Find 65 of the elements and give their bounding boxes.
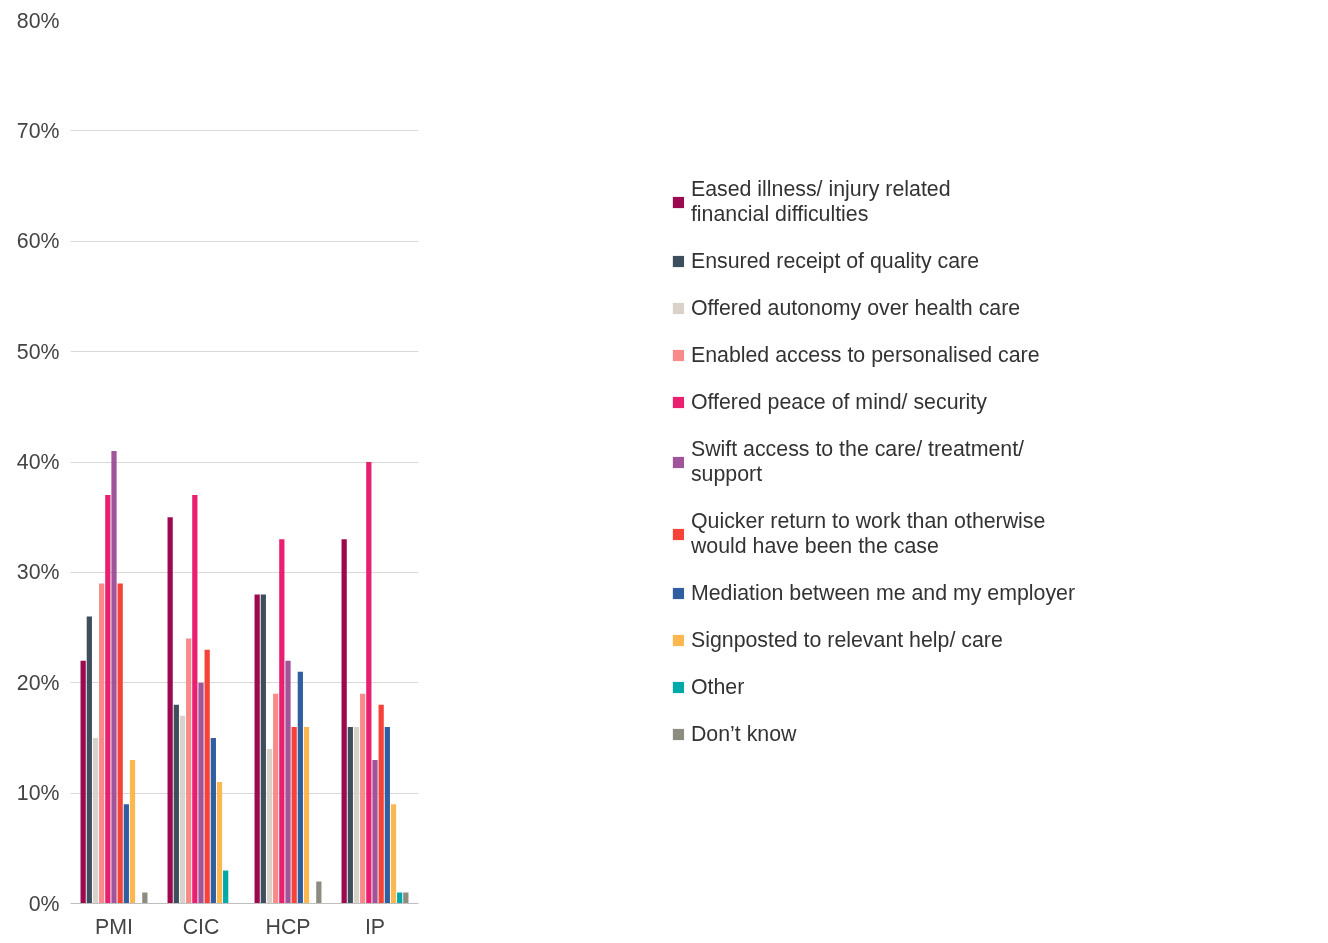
bar bbox=[353, 726, 360, 904]
bar bbox=[341, 539, 347, 904]
bar bbox=[273, 693, 279, 904]
bar bbox=[285, 660, 291, 904]
x-tick-label: CIC bbox=[182, 914, 220, 939]
bar bbox=[216, 782, 223, 904]
y-tick-label: 30% bbox=[16, 560, 60, 585]
bar bbox=[366, 462, 372, 904]
bar bbox=[142, 892, 148, 904]
bar bbox=[92, 737, 99, 904]
bar bbox=[167, 517, 173, 904]
bar bbox=[99, 583, 105, 904]
bar bbox=[297, 671, 303, 904]
bar bbox=[173, 704, 179, 904]
legend-label: Don’t know bbox=[690, 721, 797, 747]
bar bbox=[198, 682, 204, 904]
bar bbox=[279, 539, 285, 904]
legend-label: Signposted to relevant help/ care bbox=[690, 627, 1003, 653]
bar bbox=[347, 726, 353, 904]
legend-label: Other bbox=[690, 674, 745, 700]
bar bbox=[384, 726, 390, 904]
y-tick-label: 0% bbox=[28, 891, 60, 916]
bar bbox=[360, 693, 366, 904]
bar bbox=[204, 649, 210, 904]
legend-label: Swift access to the care/ treatment/ support bbox=[690, 436, 1025, 487]
y-tick-label: 40% bbox=[16, 450, 60, 474]
bar bbox=[111, 450, 117, 904]
bar bbox=[303, 726, 310, 904]
bar bbox=[291, 726, 297, 904]
y-tick-label: 60% bbox=[16, 229, 60, 254]
x-tick-label: PMI bbox=[95, 914, 133, 939]
bar bbox=[316, 881, 322, 904]
bar bbox=[223, 870, 229, 904]
bar bbox=[372, 760, 378, 904]
bar bbox=[123, 804, 129, 904]
legend-label: Eased illness/ injury related financial difficulties bbox=[690, 176, 951, 227]
bar bbox=[254, 594, 260, 904]
bar bbox=[397, 892, 403, 904]
x-tick-label: IP bbox=[364, 914, 386, 939]
bar bbox=[179, 715, 186, 904]
legend-label: Enabled access to personalised care bbox=[690, 342, 1040, 368]
legend-label: Offered autonomy over health care bbox=[690, 295, 1021, 321]
bar bbox=[266, 748, 273, 904]
bar bbox=[186, 638, 192, 904]
bar bbox=[105, 495, 111, 904]
legend-label: Offered peace of mind/ security bbox=[690, 389, 987, 415]
y-tick-label: 70% bbox=[16, 118, 60, 143]
bar bbox=[210, 737, 216, 904]
bar bbox=[403, 892, 409, 904]
y-tick-label: 20% bbox=[16, 670, 60, 695]
bar bbox=[86, 616, 92, 904]
bar bbox=[390, 804, 397, 904]
legend-label: Quicker return to work than otherwise would have been the case bbox=[690, 508, 1046, 559]
legend-label: Mediation between me and my employer bbox=[690, 580, 1076, 606]
bar bbox=[80, 660, 86, 904]
bar bbox=[260, 594, 266, 904]
y-tick-label: 80% bbox=[16, 8, 60, 33]
y-tick-label: 10% bbox=[16, 781, 60, 806]
bar bbox=[117, 583, 123, 904]
bar bbox=[378, 704, 384, 904]
x-tick-label: HCP bbox=[265, 914, 311, 939]
bar bbox=[192, 495, 198, 904]
y-tick-label: 50% bbox=[16, 339, 60, 364]
legend-label: Ensured receipt of quality care bbox=[690, 248, 980, 274]
bar bbox=[129, 760, 136, 904]
